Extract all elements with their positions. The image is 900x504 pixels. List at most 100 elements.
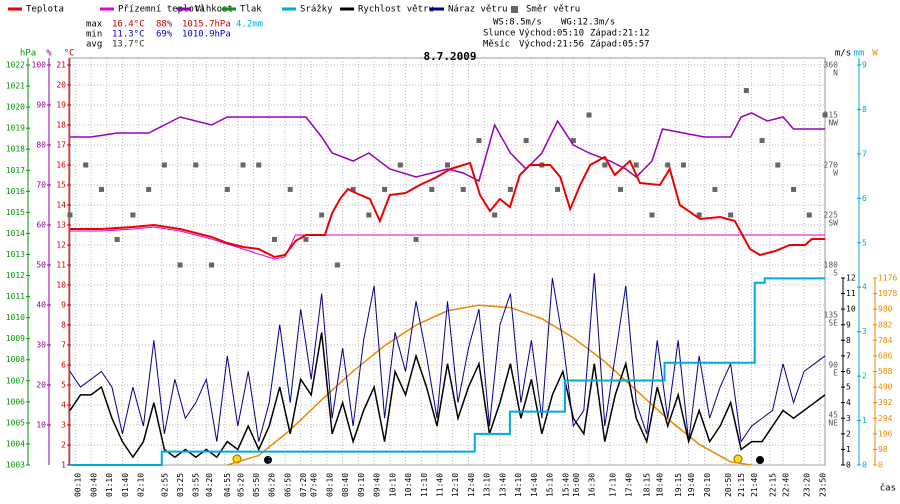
y-tick-label: 100 xyxy=(32,61,47,70)
direction-point xyxy=(319,212,325,218)
direction-tick-label: 315 xyxy=(824,111,839,120)
x-tick-label: 11:40 xyxy=(436,473,445,497)
stat: 13.7°C xyxy=(112,40,145,50)
direction-point xyxy=(759,138,765,144)
y-tick-label: 9 xyxy=(61,301,66,310)
y-tick-label: 1009 xyxy=(6,334,25,343)
y-tick-label: 50 xyxy=(36,261,46,270)
stat: 4.2mm xyxy=(236,20,263,30)
legend-label: Teplota xyxy=(26,5,64,15)
x-tick-label: 04:20 xyxy=(205,473,214,497)
direction-point xyxy=(334,262,340,268)
y-tick-label: 90 xyxy=(36,101,46,110)
direction-tick-label: 135 xyxy=(824,311,839,320)
y-tick-label: 1016 xyxy=(6,187,25,196)
direction-tick-name: E xyxy=(833,369,838,378)
y-tick-label: 7 xyxy=(61,341,66,350)
x-tick-label: 09:10 xyxy=(357,473,366,497)
y-tick-label: 2 xyxy=(862,372,867,381)
y-tick-label: 20 xyxy=(36,381,46,390)
y-tick-label: 1019 xyxy=(6,124,25,133)
y-tick-label: 4 xyxy=(61,401,66,410)
x-tick-label: 14:10 xyxy=(514,473,523,497)
chart-title: 8.7.2009 xyxy=(424,50,477,63)
y-tick-label: 98 xyxy=(878,445,888,454)
y-tick-label: 80 xyxy=(36,141,46,150)
x-tick-label: 06:50 xyxy=(283,473,292,497)
stat: max xyxy=(86,20,103,30)
y-tick-label: 0 xyxy=(878,461,883,470)
axis-unit: °C xyxy=(64,49,75,59)
x-tick-label: 22:40 xyxy=(782,473,791,497)
x-tick-label: 10:10 xyxy=(388,473,397,497)
direction-point xyxy=(98,186,104,192)
x-tick-label: 22:15 xyxy=(768,473,777,497)
y-tick-label: 0 xyxy=(846,461,851,470)
direction-point xyxy=(775,162,781,168)
direction-point xyxy=(130,212,136,218)
direction-point xyxy=(555,186,561,192)
direction-point xyxy=(193,162,199,168)
legend-label: Směr větru xyxy=(526,5,580,15)
direction-tick-label: 360 xyxy=(824,61,839,70)
direction-point xyxy=(83,162,89,168)
direction-point xyxy=(570,138,576,144)
x-tick-label: 03:25 xyxy=(176,473,185,497)
direction-point xyxy=(680,162,686,168)
direction-point xyxy=(161,162,167,168)
axis-unit: mm xyxy=(854,49,865,59)
direction-point xyxy=(712,186,718,192)
y-tick-label: 1020 xyxy=(6,103,25,112)
direction-tick-name: N xyxy=(833,69,838,78)
y-tick-label: 40 xyxy=(36,301,46,310)
y-tick-label: 1006 xyxy=(6,397,25,406)
series-line xyxy=(70,155,825,259)
x-tick-label: 01:40 xyxy=(121,473,130,497)
direction-tick-label: 225 xyxy=(824,211,839,220)
direction-tick-label: 180 xyxy=(824,261,839,270)
x-tick-label: 18:40 xyxy=(656,473,665,497)
y-tick-label: 1 xyxy=(846,445,851,454)
y-tick-label: 1007 xyxy=(6,376,25,385)
y-tick-label: 3 xyxy=(61,421,66,430)
y-tick-label: 10 xyxy=(846,305,856,314)
series-line xyxy=(227,304,752,466)
direction-point xyxy=(633,162,639,168)
x-tick-label: 18:15 xyxy=(643,473,652,497)
stat: avg xyxy=(86,40,102,50)
y-tick-label: 5 xyxy=(61,381,66,390)
x-tick-label: 20:50 xyxy=(724,473,733,497)
y-tick-label: 10 xyxy=(36,421,46,430)
direction-point xyxy=(350,186,356,192)
direction-tick-name: NE xyxy=(828,419,838,428)
direction-point xyxy=(177,262,183,268)
y-tick-label: 196 xyxy=(878,429,893,438)
direction-point xyxy=(240,162,246,168)
y-tick-label: 60 xyxy=(36,221,46,230)
y-tick-label: 15 xyxy=(56,181,66,190)
direction-point xyxy=(476,138,482,144)
direction-point xyxy=(460,186,466,192)
direction-point xyxy=(287,186,293,192)
x-tick-label: 13:40 xyxy=(498,473,507,497)
y-tick-label: 7 xyxy=(862,149,867,158)
direction-point xyxy=(397,162,403,168)
axis-unit: W xyxy=(872,49,878,59)
y-tick-label: 8 xyxy=(61,321,66,330)
direction-point xyxy=(413,236,419,242)
direction-point xyxy=(618,186,624,192)
stat: Slunce xyxy=(483,29,516,39)
moonrise-icon xyxy=(756,456,764,464)
y-tick-label: 882 xyxy=(878,320,893,329)
y-tick-label: 2 xyxy=(61,441,66,450)
stat: 69% xyxy=(156,30,173,40)
y-tick-label: 2 xyxy=(846,429,851,438)
y-tick-label: 9 xyxy=(862,61,867,70)
x-tick-label: 01:10 xyxy=(105,473,114,497)
legend-label: Rychlost větru xyxy=(358,5,434,15)
direction-point xyxy=(507,186,513,192)
direction-point xyxy=(791,186,797,192)
y-tick-label: 70 xyxy=(36,181,46,190)
